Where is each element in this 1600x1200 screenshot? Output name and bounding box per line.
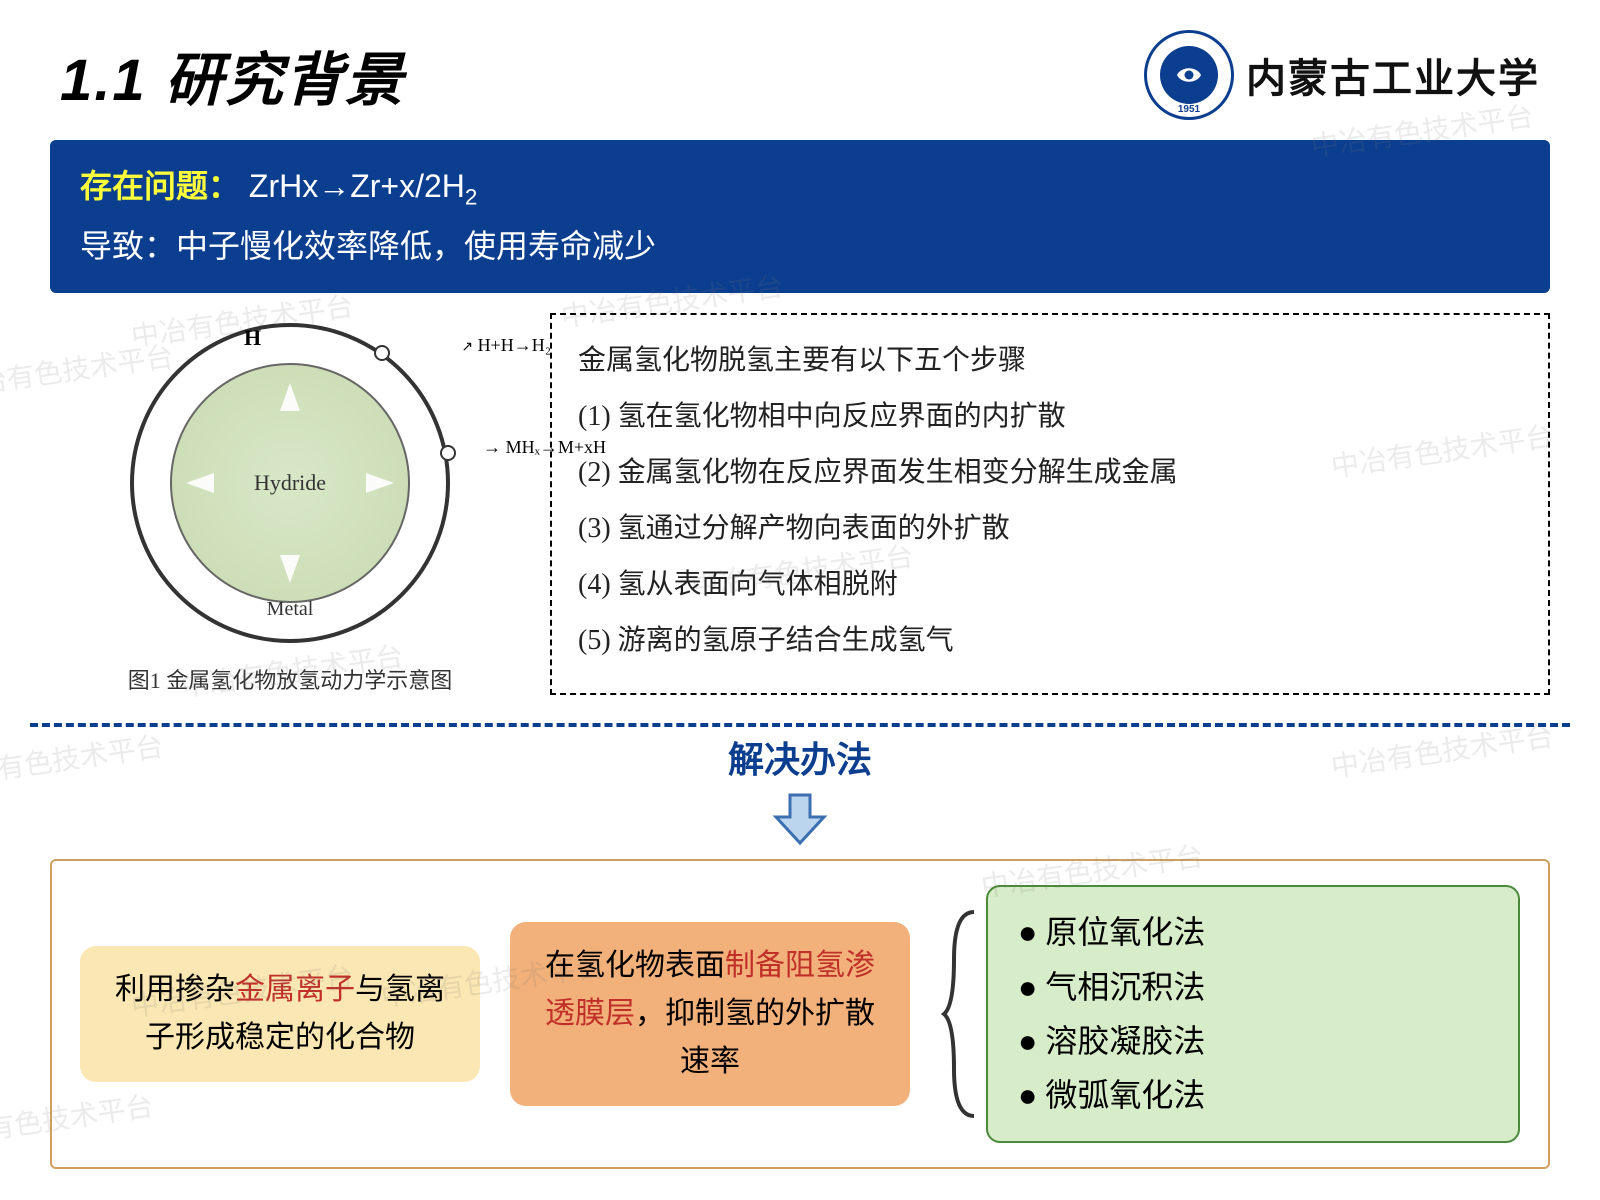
step-item: (4) 氢从表面向气体相脱附: [578, 557, 1522, 613]
problem-formula: ZrHx→Zr+x/2H: [249, 168, 465, 204]
slide-header: 1.1 研究背景 1951 内蒙古工业大学: [0, 0, 1600, 130]
solution-card-doping: 利用掺杂金属离子与氢离子形成稳定的化合物: [80, 946, 480, 1082]
university-logo-area: 1951 内蒙古工业大学: [1144, 30, 1540, 120]
steps-intro: 金属氢化物脱氢主要有以下五个步骤: [578, 333, 1522, 389]
solutions-container: 利用掺杂金属离子与氢离子形成稳定的化合物 在氢化物表面制备阻氢渗透膜层，抑制氢的…: [50, 859, 1550, 1169]
atom-icon: [374, 345, 390, 361]
middle-row: H ↗ H+H→H₂ → MHₓ→M+xH Hydride Metal 图1 金…: [50, 313, 1550, 695]
step-item: (5) 游离的氢原子结合生成氢气: [578, 613, 1522, 669]
watermark-text: 中冶有色技术平台: [0, 725, 166, 796]
problem-label: 存在问题：: [80, 168, 240, 204]
reaction-1: ↗ H+H→H₂: [461, 335, 551, 356]
university-emblem-icon: 1951: [1144, 30, 1234, 120]
method-item: 溶胶凝胶法: [1018, 1014, 1488, 1068]
h-label: H: [244, 325, 261, 351]
atom-icon: [440, 445, 456, 461]
step-item: (2) 金属氢化物在反应界面发生相变分解生成金属: [578, 445, 1522, 501]
logo-year: 1951: [1147, 104, 1231, 115]
metal-label: Metal: [267, 598, 314, 621]
arrow-icon: [280, 383, 300, 411]
problem-line: 存在问题： ZrHx→Zr+x/2H2: [80, 158, 1520, 218]
methods-list: 原位氧化法 气相沉积法 溶胶凝胶法 微弧氧化法: [986, 885, 1520, 1143]
step-item: (1) 氢在氢化物相中向反应界面的内扩散: [578, 389, 1522, 445]
reaction-2: → MHₓ→M+xH: [483, 437, 606, 458]
hydride-diagram: H ↗ H+H→H₂ → MHₓ→M+xH Hydride Metal: [80, 313, 500, 653]
arrow-icon: [280, 555, 300, 583]
university-name: 内蒙古工业大学: [1246, 46, 1540, 104]
steps-box: 金属氢化物脱氢主要有以下五个步骤 (1) 氢在氢化物相中向反应界面的内扩散 (2…: [550, 313, 1550, 695]
method-item: 气相沉积法: [1018, 960, 1488, 1014]
problem-band: 存在问题： ZrHx→Zr+x/2H2 导致：中子慢化效率降低，使用寿命减少: [50, 140, 1550, 293]
result-line: 导致：中子慢化效率降低，使用寿命减少: [80, 218, 1520, 276]
problem-formula-sub: 2: [465, 184, 477, 209]
method-item: 原位氧化法: [1018, 905, 1488, 959]
figure-caption: 图1 金属氢化物放氢动力学示意图: [128, 663, 453, 695]
method-item: 微弧氧化法: [1018, 1068, 1488, 1122]
hydride-label: Hydride: [254, 470, 326, 496]
arrow-icon: [186, 473, 214, 493]
brace-icon: [940, 904, 980, 1124]
solution-card-membrane: 在氢化物表面制备阻氢渗透膜层，抑制氢的外扩散速率: [510, 922, 910, 1106]
arrow-icon: [366, 473, 394, 493]
step-item: (3) 氢通过分解产物向表面的外扩散: [578, 501, 1522, 557]
page-title: 1.1 研究背景: [60, 33, 405, 117]
down-arrow-icon: [770, 789, 830, 849]
diagram-column: H ↗ H+H→H₂ → MHₓ→M+xH Hydride Metal 图1 金…: [50, 313, 530, 695]
section-divider: [30, 723, 1570, 727]
methods-group: 原位氧化法 气相沉积法 溶胶凝胶法 微弧氧化法: [940, 885, 1520, 1143]
solution-heading: 解决办法: [700, 731, 900, 783]
